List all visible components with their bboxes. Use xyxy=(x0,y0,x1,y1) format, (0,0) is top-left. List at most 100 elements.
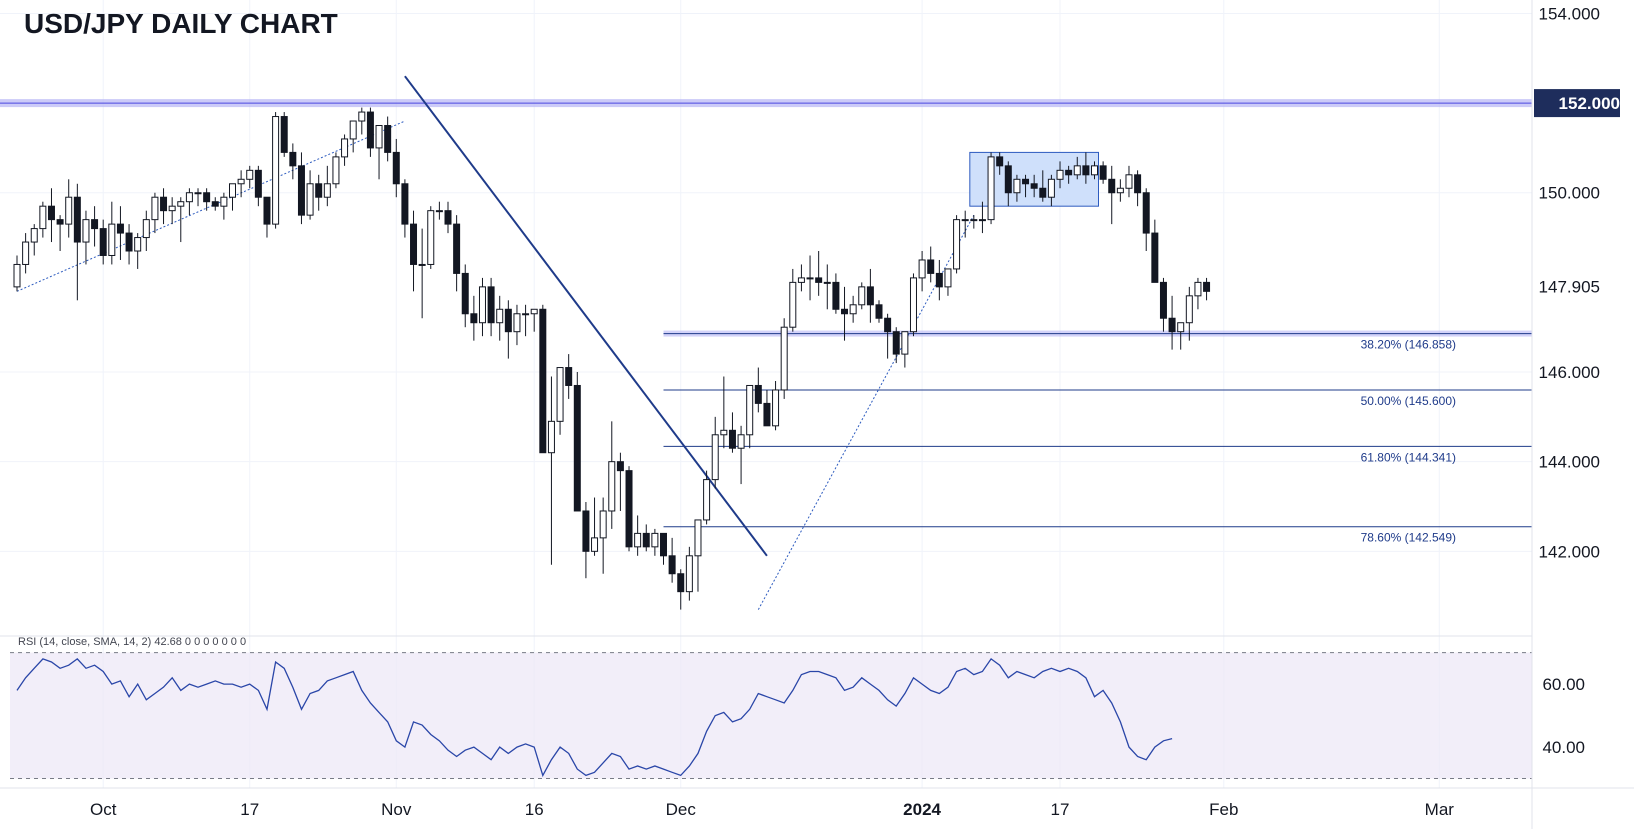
candle xyxy=(1125,174,1133,189)
time-tick-label: 17 xyxy=(1051,800,1070,819)
candle xyxy=(453,223,461,274)
candle xyxy=(711,434,719,481)
candle xyxy=(116,223,124,234)
candle xyxy=(1099,165,1107,180)
candle xyxy=(220,196,228,207)
candle xyxy=(616,461,624,472)
candle xyxy=(772,389,780,427)
time-tick-label: Mar xyxy=(1425,800,1455,819)
candle xyxy=(237,178,245,185)
candle xyxy=(73,196,81,243)
candle xyxy=(651,532,659,548)
candle xyxy=(737,434,745,449)
candle xyxy=(530,308,538,315)
candle xyxy=(478,286,486,324)
candle xyxy=(1108,178,1116,194)
candle xyxy=(99,228,107,256)
candle xyxy=(754,384,762,404)
candle xyxy=(30,228,38,243)
resistance-price-tag xyxy=(1534,89,1620,118)
candle xyxy=(1073,165,1081,176)
candle xyxy=(599,510,607,539)
candle xyxy=(332,156,340,185)
candle xyxy=(660,532,667,557)
swing-line-up-2 xyxy=(757,214,975,610)
fib-level-label: 50.00% (145.600) xyxy=(1361,394,1456,408)
candle xyxy=(1142,192,1150,234)
candle xyxy=(13,263,21,288)
candle xyxy=(677,573,685,593)
candle xyxy=(203,192,211,203)
candle xyxy=(272,116,280,225)
rsi-pane xyxy=(0,635,1532,780)
fib-level-label: 61.80% (144.341) xyxy=(1361,450,1456,464)
candle xyxy=(375,125,383,149)
rsi-line xyxy=(16,657,1173,778)
candle xyxy=(547,420,555,454)
candle xyxy=(177,201,185,207)
candle xyxy=(1030,183,1038,189)
price-tick-label: 146.000 xyxy=(1539,363,1600,382)
candle xyxy=(22,241,30,265)
candle xyxy=(858,286,866,306)
candle xyxy=(970,219,978,222)
swing-line-up-1 xyxy=(16,120,406,292)
candle xyxy=(1004,165,1012,194)
candle xyxy=(366,111,374,149)
candle xyxy=(160,196,168,212)
candle xyxy=(1056,169,1064,180)
candle xyxy=(142,219,150,239)
candle xyxy=(582,510,590,552)
candle xyxy=(823,281,831,284)
fib-level-label: 78.60% (142.549) xyxy=(1361,531,1456,545)
candle xyxy=(444,210,452,225)
candle xyxy=(694,519,702,557)
candle xyxy=(1013,178,1021,194)
candle xyxy=(487,286,495,324)
candle xyxy=(229,183,236,198)
candle xyxy=(392,151,400,185)
candle xyxy=(806,277,814,280)
rsi-tick-label: 60.00 xyxy=(1542,675,1585,694)
price-tick-label: 147.905 xyxy=(1539,278,1600,297)
candle xyxy=(91,219,99,230)
candle xyxy=(513,313,521,333)
candle xyxy=(211,201,219,207)
time-tick-label: Nov xyxy=(381,800,412,819)
candle xyxy=(1177,322,1185,333)
time-tick-label: Dec xyxy=(666,800,697,819)
candle xyxy=(246,169,254,180)
candle xyxy=(565,367,573,386)
candle xyxy=(987,156,995,221)
candle xyxy=(504,308,512,333)
candle xyxy=(1168,317,1176,333)
fib-level-label: 38.20% (146.858) xyxy=(1361,338,1456,352)
candle xyxy=(1065,169,1073,176)
candle xyxy=(573,384,581,512)
candle xyxy=(65,196,73,225)
time-tick-label: Feb xyxy=(1209,800,1238,819)
candle xyxy=(642,532,650,548)
candle xyxy=(1203,281,1211,292)
candle xyxy=(720,429,728,436)
candle xyxy=(461,272,469,315)
candle xyxy=(556,367,564,422)
candle xyxy=(39,205,47,230)
candle xyxy=(297,165,305,216)
candle xyxy=(168,205,176,212)
candle xyxy=(884,317,892,333)
candles xyxy=(13,107,1211,610)
candle xyxy=(703,479,711,521)
candle xyxy=(134,237,142,252)
candle xyxy=(1194,281,1202,297)
candle xyxy=(763,402,771,427)
candle xyxy=(289,151,297,167)
price-tick-label: 144.000 xyxy=(1539,453,1600,472)
candle xyxy=(866,286,874,306)
candle xyxy=(996,156,1004,167)
candle xyxy=(306,183,314,216)
candle xyxy=(539,308,547,454)
candle xyxy=(1082,165,1090,176)
rsi-band xyxy=(10,652,1532,779)
candle xyxy=(918,259,926,279)
